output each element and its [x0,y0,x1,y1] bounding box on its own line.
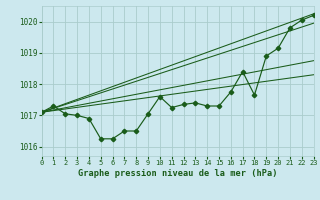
X-axis label: Graphe pression niveau de la mer (hPa): Graphe pression niveau de la mer (hPa) [78,169,277,178]
